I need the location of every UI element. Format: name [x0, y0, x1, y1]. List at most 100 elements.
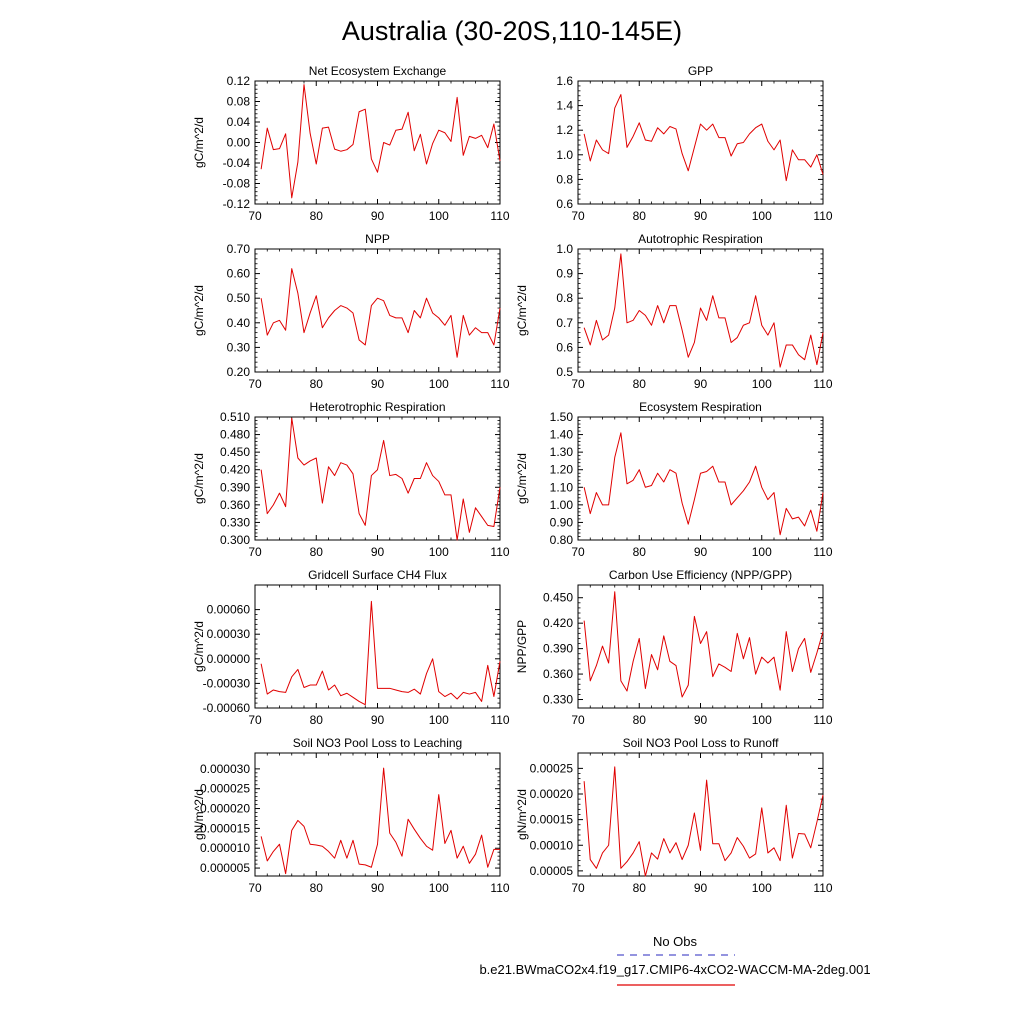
x-tick-label: 100: [429, 209, 449, 223]
x-tick-label: 90: [371, 713, 385, 727]
x-tick-label: 80: [310, 209, 324, 223]
x-tick-label: 80: [310, 377, 324, 391]
y-tick-label: 1.30: [550, 445, 574, 459]
y-axis-label: gC/m^2/d: [192, 621, 206, 672]
plot-frame: [254, 416, 501, 541]
y-tick-label: 0.00010: [530, 838, 574, 852]
y-axis-label: gC/m^2/d: [192, 285, 206, 336]
x-tick-label: 100: [752, 545, 772, 559]
y-tick-label: 0.00060: [207, 603, 251, 617]
panel-title: Heterotrophic Respiration: [309, 400, 445, 414]
x-tick-label: 100: [752, 377, 772, 391]
plot-frame: [254, 752, 501, 877]
panel-title: Net Ecosystem Exchange: [309, 64, 447, 78]
x-tick-label: 90: [371, 881, 385, 895]
y-tick-label: 0.00030: [207, 627, 251, 641]
x-tick-label: 80: [633, 881, 647, 895]
panel-carbon-use-efficiency-npp-gpp: Carbon Use Efficiency (NPP/GPP) NPP/GPP 70…: [515, 568, 833, 727]
x-tick-label: 110: [490, 377, 509, 391]
panel-title: Gridcell Surface CH4 Flux: [308, 568, 447, 582]
y-tick-label: 0.330: [220, 515, 250, 529]
y-tick-label: 0.450: [543, 591, 573, 605]
x-tick-label: 90: [371, 545, 385, 559]
x-tick-label: 70: [571, 209, 585, 223]
x-tick-label: 100: [429, 377, 449, 391]
series-line: [260, 600, 501, 706]
x-tick-label: 80: [310, 545, 324, 559]
x-tick-label: 110: [490, 545, 509, 559]
y-tick-label: 0.6: [556, 197, 573, 211]
panel-title: NPP: [365, 232, 390, 246]
y-tick-label: 0.00000: [207, 652, 251, 666]
x-tick-label: 70: [571, 545, 585, 559]
x-tick-label: 70: [571, 881, 585, 895]
series-line: [260, 767, 500, 875]
series-line: [583, 591, 824, 698]
panel-title: Soil NO3 Pool Loss to Runoff: [623, 736, 780, 750]
y-tick-label: 0.9: [556, 267, 573, 281]
x-tick-label: 70: [248, 881, 262, 895]
y-tick-label: 0.000005: [200, 861, 250, 875]
x-tick-label: 100: [752, 881, 772, 895]
series-line: [583, 94, 824, 182]
y-tick-label: 1.6: [556, 74, 573, 88]
y-tick-label: -0.04: [223, 156, 251, 170]
series-line: [260, 84, 501, 199]
y-tick-label: 0.00005: [530, 864, 574, 878]
x-tick-label: 90: [694, 713, 708, 727]
y-tick-label: 0.60: [227, 267, 251, 281]
y-tick-label: 0.00020: [530, 787, 574, 801]
panel-title: GPP: [688, 64, 713, 78]
y-axis-label: gN/m^2/d: [192, 789, 206, 840]
x-tick-label: 110: [813, 545, 832, 559]
y-tick-label: 0.480: [220, 428, 250, 442]
y-tick-label: 0.450: [220, 445, 250, 459]
x-tick-label: 100: [752, 713, 772, 727]
y-tick-label: 0.390: [543, 642, 573, 656]
y-tick-label: 0.8: [556, 172, 573, 186]
series-line: [260, 417, 501, 541]
y-tick-label: 1.50: [550, 410, 574, 424]
x-tick-label: 80: [633, 209, 647, 223]
y-tick-label: -0.08: [223, 177, 251, 191]
panel-soil-no3-pool-loss-to-leaching: Soil NO3 Pool Loss to Leaching gN/m^2/d 70…: [192, 736, 510, 895]
y-tick-label: 0.70: [227, 242, 251, 256]
x-tick-label: 110: [490, 209, 509, 223]
panel-autotrophic-respiration: Autotrophic Respiration gC/m^2/d 70 80 90 100…: [515, 232, 833, 391]
y-tick-label: -0.00030: [203, 676, 251, 690]
y-tick-label: 0.8: [556, 291, 573, 305]
y-tick-label: 0.000020: [200, 802, 250, 816]
y-tick-label: 0.00015: [530, 813, 574, 827]
y-tick-label: 0.420: [220, 463, 250, 477]
y-tick-label: 1.20: [550, 463, 574, 477]
y-tick-label: 1.0: [556, 148, 573, 162]
x-tick-label: 110: [490, 881, 509, 895]
series-line: [260, 268, 501, 358]
y-tick-label: 0.510: [220, 410, 250, 424]
x-tick-label: 70: [248, 377, 262, 391]
x-tick-label: 100: [429, 713, 449, 727]
x-tick-label: 70: [248, 713, 262, 727]
y-tick-label: 1.2: [556, 123, 573, 137]
y-tick-label: 0.000015: [200, 821, 250, 835]
figure-title: Australia (30-20S,110-145E): [342, 16, 682, 46]
x-tick-label: 110: [813, 713, 832, 727]
x-tick-label: 90: [694, 209, 708, 223]
y-axis-label: gN/m^2/d: [515, 789, 529, 840]
x-tick-label: 100: [429, 545, 449, 559]
y-tick-label: 0.80: [550, 533, 574, 547]
x-tick-label: 100: [752, 209, 772, 223]
x-tick-label: 90: [371, 377, 385, 391]
x-tick-label: 70: [248, 209, 262, 223]
x-tick-label: 110: [490, 713, 509, 727]
y-tick-label: 0.000025: [200, 782, 250, 796]
plot-frame: [577, 416, 824, 541]
x-tick-label: 90: [694, 377, 708, 391]
panel-title: Ecosystem Respiration: [639, 400, 762, 414]
series-line: [583, 432, 824, 536]
plot-frame: [254, 248, 501, 373]
y-tick-label: 0.08: [227, 95, 251, 109]
y-tick-label: 1.0: [556, 242, 573, 256]
x-tick-label: 80: [310, 713, 324, 727]
